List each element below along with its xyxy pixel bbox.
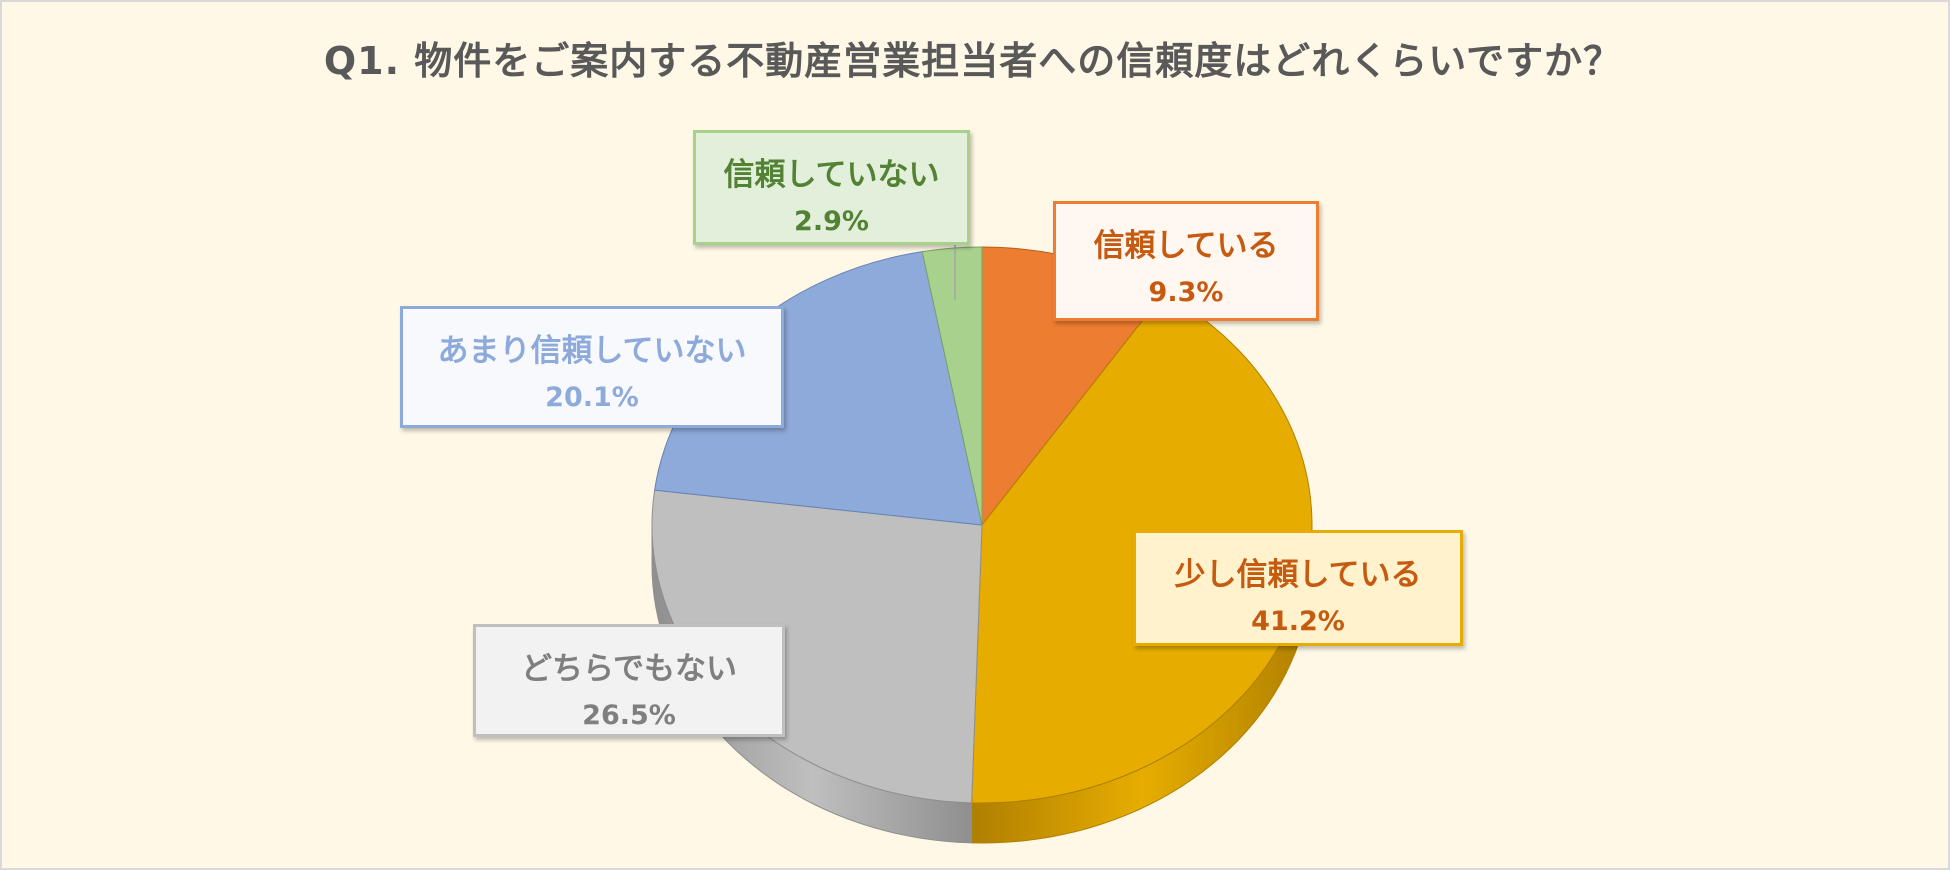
data-label-name: あまり信頼していない — [437, 333, 747, 369]
data-label-no-trust: 信頼していない 2.9% — [693, 130, 970, 245]
data-label-name: 信頼していない — [723, 157, 940, 193]
data-label-value: 2.9% — [794, 206, 869, 237]
data-label-value: 20.1% — [545, 382, 639, 413]
pie-slice-no-trust — [921, 246, 983, 526]
data-label-value: 9.3% — [1148, 277, 1224, 308]
data-label-name: 信頼している — [1093, 228, 1279, 264]
data-label-name: 少し信頼している — [1174, 557, 1422, 593]
data-label-value: 41.2% — [1251, 606, 1345, 637]
data-label-value: 26.5% — [582, 700, 676, 731]
data-label-somewhat-trust: 少し信頼している 41.2% — [1133, 530, 1463, 646]
data-label-trust: 信頼している 9.3% — [1053, 201, 1319, 321]
data-label-name: どちらでもない — [520, 651, 738, 687]
data-label-not-much-trust: あまり信頼していない 20.1% — [400, 306, 784, 428]
chart-title: Q1. 物件をご案内する不動産営業担当者への信頼度はどれくらいですか？ — [323, 39, 1623, 83]
data-label-neutral: どちらでもない 26.5% — [473, 624, 785, 737]
